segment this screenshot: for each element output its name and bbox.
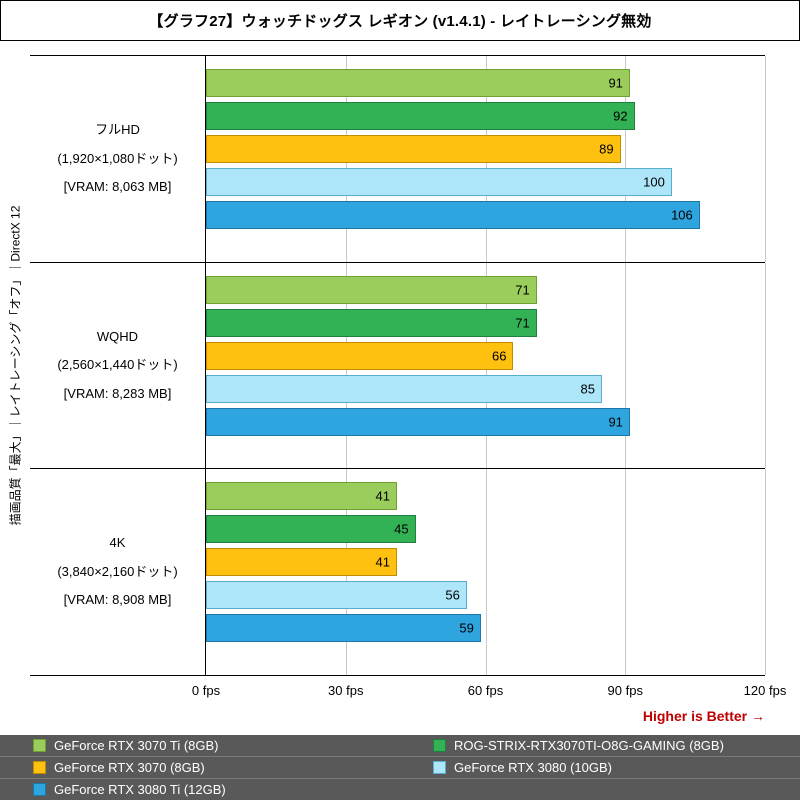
bar-value-label: 92: [613, 108, 628, 124]
gridline: [625, 469, 627, 676]
bar: 71: [206, 308, 537, 337]
x-tick-label: 60 fps: [467, 683, 504, 698]
bar: 56: [206, 581, 467, 610]
higher-is-better-note: Higher is Better →: [642, 708, 765, 724]
x-tick-label: 90 fps: [607, 683, 643, 698]
bar-value-label: 56: [445, 587, 460, 603]
group-row-WQHD: WQHD (2,560×1,440ドット) [VRAM: 8,283 MB] 71 71…: [30, 261, 766, 469]
gridline: [485, 469, 487, 676]
bar: 41: [206, 548, 397, 577]
bar: 100: [206, 168, 672, 196]
bar-value-label: 45: [394, 521, 409, 537]
legend: GeForce RTX 3070 Ti (8GB) ROG-STRIX-RTX30…: [0, 735, 800, 800]
group-label-line: (3,840×2,160ドット): [57, 563, 178, 579]
bar-value-label: 71: [515, 282, 530, 298]
group-label-line: (1,920×1,080ドット): [57, 150, 178, 166]
bar-value-label: 85: [580, 381, 595, 397]
bar-value-label: 41: [375, 488, 390, 504]
bar: 106: [206, 201, 700, 229]
bar: 66: [206, 341, 514, 370]
legend-item: GeForce RTX 3070 Ti (8GB): [0, 735, 400, 756]
legend-item-label: GeForce RTX 3080 (10GB): [454, 760, 612, 775]
chart-title: 【グラフ27】ウォッチドッグス レギオン (v1.4.1) - レイトレーシング…: [148, 13, 652, 30]
legend-swatch: [33, 739, 46, 752]
group-row-フルHD: フルHD (1,920×1,080ドット) [VRAM: 8,063 MB] 91 92…: [30, 55, 766, 262]
legend-swatch: [33, 783, 46, 796]
group-label-line: [VRAM: 8,908 MB]: [63, 592, 172, 608]
legend-item: ROG-STRIX-RTX3070TI-O8G-GAMING (8GB): [400, 735, 800, 756]
bar-value-label: 106: [671, 207, 693, 223]
chart-title-bar: 【グラフ27】ウォッチドッグス レギオン (v1.4.1) - レイトレーシング…: [0, 0, 800, 41]
legend-item: GeForce RTX 3080 (10GB): [400, 757, 800, 778]
group-label-line: [VRAM: 8,063 MB]: [63, 179, 172, 195]
x-axis-ticks: 0 fps 30 fps 60 fps 90 fps 120 fps: [192, 683, 786, 701]
legend-item: GeForce RTX 3080 Ti (12GB): [0, 779, 400, 800]
bar: 85: [206, 374, 602, 403]
bar: 71: [206, 275, 537, 304]
legend-item-label: GeForce RTX 3080 Ti (12GB): [54, 782, 226, 797]
bar-value-label: 66: [491, 348, 507, 364]
bar-value-label: 100: [643, 174, 665, 190]
bar: 91: [206, 407, 630, 436]
x-tick-label: 0 fps: [191, 683, 221, 698]
bar-value-label: 59: [459, 620, 474, 636]
gridline: [765, 56, 766, 262]
gridline: [765, 469, 766, 676]
bar: 59: [206, 614, 481, 643]
legend-row: GeForce RTX 3080 Ti (12GB): [0, 778, 800, 800]
bar: 92: [206, 102, 635, 130]
group-label-line: WQHD: [96, 328, 139, 344]
x-tick-label: 30 fps: [328, 683, 364, 698]
group-label: フルHD (1,920×1,080ドット) [VRAM: 8,063 MB]: [30, 56, 205, 262]
group-bars: 91 92 89 100 106: [205, 56, 766, 262]
group-row-4K: 4K (3,840×2,160ドット) [VRAM: 8,908 MB] 41 45 41…: [30, 468, 766, 676]
chart-groups: フルHD (1,920×1,080ドット) [VRAM: 8,063 MB] 91 92…: [30, 55, 766, 676]
x-tick-label: 120 fps: [743, 683, 787, 698]
bar: 45: [206, 515, 416, 544]
group-label-line: フルHD: [95, 121, 140, 137]
group-label: WQHD (2,560×1,440ドット) [VRAM: 8,283 MB]: [30, 263, 205, 469]
legend-row: GeForce RTX 3070 Ti (8GB) ROG-STRIX-RTX30…: [0, 735, 800, 756]
legend-item: GeForce RTX 3070 (8GB): [0, 757, 400, 778]
legend-swatch: [433, 761, 446, 774]
bar-value-label: 91: [608, 75, 623, 91]
bar: 91: [206, 69, 630, 97]
y-axis-label-text: 描画品質「最大」｜レイトレーシング「オフ」｜DirectX 12: [8, 205, 23, 525]
group-label-line: 4K: [109, 535, 126, 551]
legend-item-label: ROG-STRIX-RTX3070TI-O8G-GAMING (8GB): [454, 738, 724, 753]
legend-swatch: [433, 739, 446, 752]
group-bars: 41 45 41 56 59: [205, 469, 766, 676]
bar-value-label: 89: [599, 141, 614, 157]
group-bars: 71 71 66 85 91: [205, 262, 766, 469]
bar-value-label: 41: [375, 554, 390, 570]
group-label: 4K (3,840×2,160ドット) [VRAM: 8,908 MB]: [30, 469, 205, 675]
gridline: [625, 262, 627, 469]
legend-row: GeForce RTX 3070 (8GB) GeForce RTX 3080 (…: [0, 756, 800, 778]
gridline: [765, 262, 766, 469]
bar: 41: [206, 482, 397, 511]
group-label-line: [VRAM: 8,283 MB]: [63, 385, 172, 401]
bar-value-label: 71: [515, 315, 530, 331]
gridline: [625, 56, 627, 262]
legend-item-label: GeForce RTX 3070 Ti (8GB): [54, 738, 219, 753]
legend-item-label: GeForce RTX 3070 (8GB): [54, 760, 205, 775]
bar: 89: [206, 135, 621, 163]
bar-value-label: 91: [608, 414, 623, 430]
legend-swatch: [33, 761, 46, 774]
y-axis-label: 描画品質「最大」｜レイトレーシング「オフ」｜DirectX 12: [0, 55, 30, 675]
group-label-line: (2,560×1,440ドット): [57, 357, 178, 373]
